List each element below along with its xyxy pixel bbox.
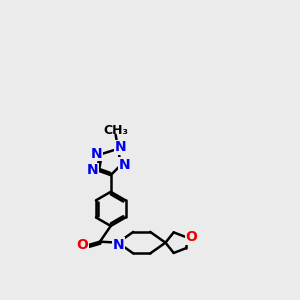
Text: N: N [119, 158, 130, 172]
Text: N: N [87, 163, 98, 177]
Text: N: N [113, 238, 125, 252]
Text: N: N [115, 140, 126, 154]
Text: O: O [186, 230, 197, 244]
Text: O: O [76, 238, 88, 252]
Text: CH₃: CH₃ [103, 124, 128, 137]
Text: N: N [91, 146, 102, 161]
